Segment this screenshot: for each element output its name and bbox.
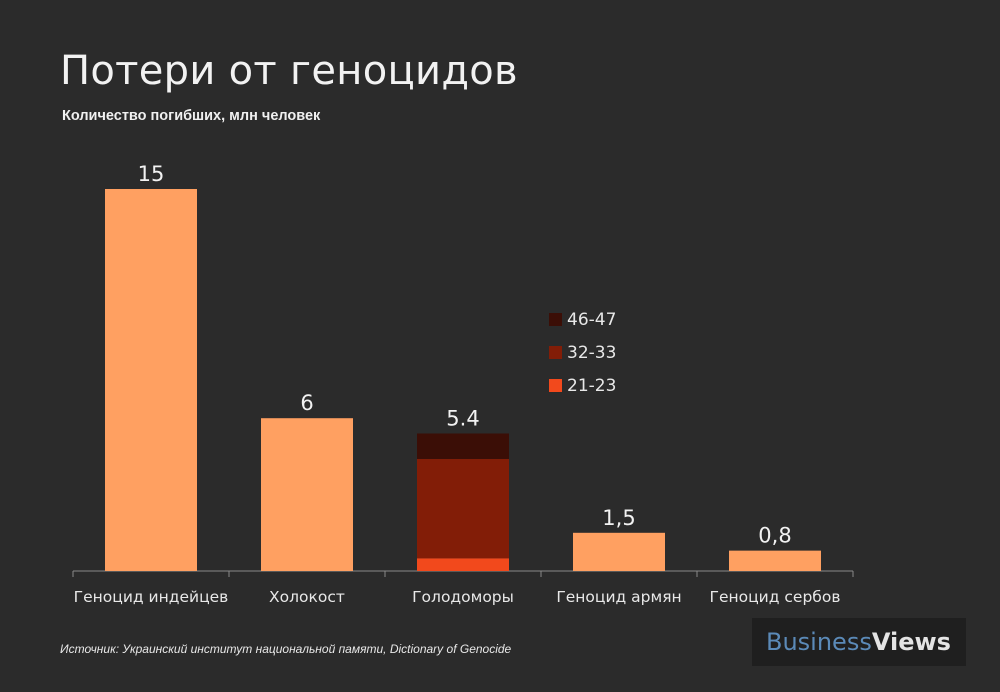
x-tick-label: Геноцид сербов bbox=[710, 588, 841, 606]
bar-segment-32-33 bbox=[417, 458, 509, 559]
legend-swatch-21-23 bbox=[549, 379, 562, 392]
x-tick-label: Геноцид индейцев bbox=[74, 588, 229, 606]
legend-swatch-46-47 bbox=[549, 313, 562, 326]
bar-segment-46-47 bbox=[417, 433, 509, 459]
legend-label: 21-23 bbox=[567, 376, 616, 396]
x-tick-label: Голодоморы bbox=[412, 588, 514, 606]
legend-label: 46-47 bbox=[567, 310, 616, 330]
bar bbox=[573, 532, 665, 571]
chart-subtitle: Количество погибших, млн человек bbox=[62, 108, 321, 124]
bar bbox=[261, 418, 353, 571]
x-tick-label: Холокост bbox=[269, 588, 345, 606]
data-label: 0,8 bbox=[758, 524, 791, 548]
chart-title: Потери от геноцидов bbox=[60, 48, 518, 94]
bar-segment-21-23 bbox=[417, 558, 509, 571]
bar bbox=[105, 189, 197, 571]
data-label: 1,5 bbox=[602, 506, 635, 530]
x-tick-label: Геноцид армян bbox=[556, 588, 681, 606]
data-label: 6 bbox=[300, 391, 313, 415]
data-label: 15 bbox=[138, 162, 165, 186]
bar bbox=[729, 550, 821, 571]
data-label: 5.4 bbox=[446, 406, 479, 430]
legend-swatch-32-33 bbox=[549, 346, 562, 359]
logo-part-business: Business bbox=[766, 628, 872, 656]
business-views-logo: BusinessViews bbox=[752, 618, 966, 666]
logo-part-views: Views bbox=[871, 628, 951, 656]
legend-label: 32-33 bbox=[567, 343, 616, 363]
source-note: Источник: Украинский институт национальн… bbox=[60, 642, 512, 656]
